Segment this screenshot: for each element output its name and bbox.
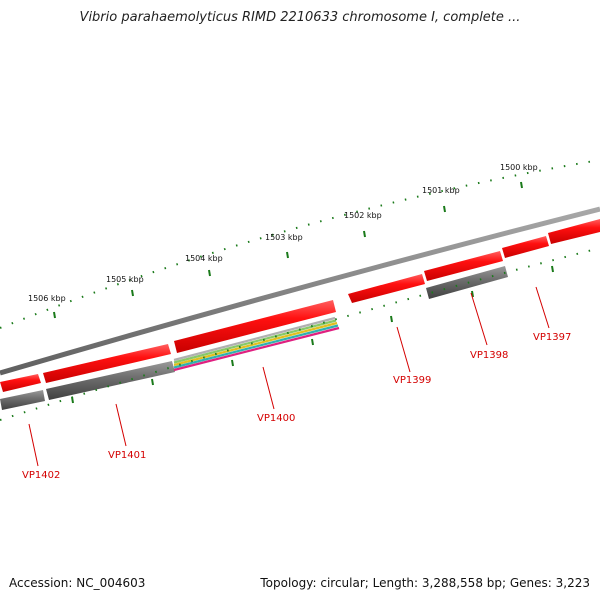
gene-label[interactable]: VP1397 [533,332,571,343]
gene-label[interactable]: VP1401 [108,450,146,461]
scale-label: 1500 kbp [500,163,538,172]
hit-block[interactable] [46,361,175,400]
scale-label: 1504 kbp [185,254,223,263]
gene-VP1398[interactable] [424,251,503,281]
chromosome-backbone [0,206,600,376]
hit-block[interactable] [426,266,508,299]
scale-label: 1505 kbp [106,275,144,284]
gene-track [0,219,600,392]
domain-stripes [173,316,340,372]
accession-text: Accession: NC_004603 [9,576,146,590]
scale-label: 1503 kbp [265,233,303,242]
gene-VP1399[interactable] [348,274,425,303]
inner-major-ticks [71,265,554,404]
outer-scale-track [0,159,600,329]
inner-scale-track [0,247,600,421]
gene-label[interactable]: VP1402 [22,470,60,481]
label-leaders [28,286,550,467]
scale-label: 1501 kbp [422,186,460,195]
gene-next[interactable] [548,219,600,244]
gene-label[interactable]: VP1400 [257,413,295,424]
outer-major-ticks [53,181,523,319]
gene-label[interactable]: VP1399 [393,375,431,386]
gene-label[interactable]: VP1398 [470,350,508,361]
scale-label: 1502 kbp [344,211,382,220]
map-title: Vibrio parahaemolyticus RIMD 2210633 chr… [79,10,521,25]
gene-VP1402[interactable] [0,374,41,392]
scale-label: 1506 kbp [28,294,66,303]
gene-VP1400[interactable] [174,300,336,353]
genome-summary: Topology: circular; Length: 3,288,558 bp… [260,576,590,590]
gene-VP1401[interactable] [43,344,171,383]
hit-track [0,266,508,410]
hit-block[interactable] [0,390,45,410]
gene-VP1397[interactable] [502,236,549,258]
